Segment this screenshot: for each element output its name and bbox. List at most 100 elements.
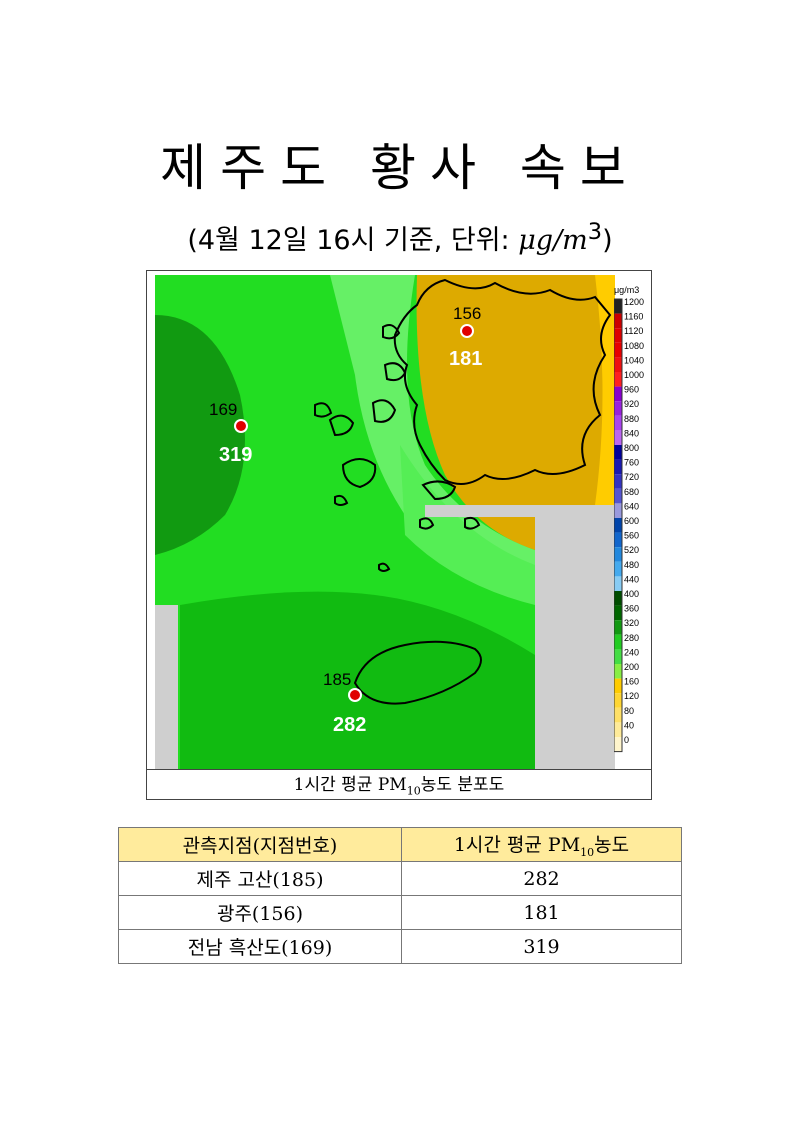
map-island-11 (378, 562, 391, 572)
colorbar-tick-label: 1120 (624, 326, 643, 336)
colorbar-tick-label: 640 (624, 501, 639, 511)
colorbar-tick-label: 600 (624, 516, 639, 526)
caption-prefix: 1시간 평균 PM (293, 775, 407, 795)
station-code-156: 156 (453, 304, 481, 323)
colorbar-tick-label: 1080 (624, 341, 644, 351)
station-table-header-row: 관측지점(지점번호) 1시간 평균 PM10농도 (118, 827, 682, 862)
colorbar-swatch (614, 503, 622, 518)
colorbar-swatch (614, 299, 622, 314)
colorbar-swatch (614, 415, 622, 431)
colorbar-tick-label: 720 (624, 472, 639, 482)
colorbar-swatch (614, 678, 622, 694)
colorbar-legend: μg/m3 1200116011201080104010009609208808… (614, 285, 644, 753)
colorbar-swatch (614, 313, 622, 329)
colorbar-tick-label: 920 (624, 399, 639, 409)
table-row: 전남 흑산도(169) 319 (118, 929, 682, 964)
map-island-3 (371, 399, 397, 423)
map-nodata-west (155, 605, 178, 769)
station-marker-156: 156 181 (449, 304, 482, 370)
map-zone-dark-west (155, 315, 245, 555)
colorbar-swatch (614, 737, 622, 752)
subtitle-unit-sup: 3 (587, 219, 603, 245)
station-name: 제주 고산(185) (118, 861, 402, 896)
map-nodata-strip (425, 505, 535, 517)
header-value-prefix: 1시간 평균 PM (453, 834, 581, 857)
colorbar-swatch (614, 664, 622, 679)
colorbar-swatch (614, 372, 622, 387)
colorbar-swatch (614, 532, 622, 548)
station-marker-185: 185 282 (323, 670, 366, 736)
colorbar-swatch (614, 430, 622, 445)
colorbar-swatch (614, 620, 622, 635)
map-island-2 (328, 414, 355, 437)
colorbar-tick-label: 1160 (624, 312, 643, 322)
map-zone-light-band-2 (400, 445, 535, 605)
station-value-169: 319 (219, 444, 252, 466)
colorbar-swatch (614, 401, 622, 416)
map-island-1 (341, 458, 377, 489)
colorbar-swatch (614, 474, 622, 489)
map-island-5 (314, 402, 333, 418)
station-value-156: 181 (449, 348, 482, 370)
header-value-sub: 10 (580, 845, 595, 859)
pm10-map-figure: 156 181 169 319 185 282 μg/m3 1200 1160 11… (146, 270, 652, 800)
map-zone-orange (416, 275, 615, 550)
page-title: 제주도 황사 속보 (160, 139, 640, 197)
colorbar-tick-label: 200 (624, 662, 639, 672)
caption-suffix: 농도 분포도 (420, 775, 505, 795)
station-name: 전남 흑산도(169) (118, 929, 402, 964)
table-row: 광주(156) 181 (118, 895, 682, 930)
station-dot-169 (234, 419, 248, 433)
colorbar-swatch (614, 445, 622, 460)
colorbar-tick-label: 1000 (624, 370, 644, 380)
map-island-4 (383, 362, 407, 382)
colorbar-swatch (614, 488, 622, 504)
colorbar-swatch (614, 547, 622, 562)
map-zone-light-band (330, 275, 535, 575)
map-coastline-mainland (393, 278, 612, 485)
map-island-6 (421, 480, 457, 501)
colorbar-tick-label: 160 (624, 677, 639, 687)
colorbar-frame (614, 298, 623, 753)
subtitle-unit: μg/m (518, 225, 588, 256)
colorbar-swatch (614, 342, 622, 358)
station-code-169: 169 (209, 400, 237, 419)
colorbar-swatch (614, 518, 622, 533)
station-name: 광주(156) (118, 895, 402, 930)
colorbar-tick-label: 760 (624, 458, 639, 468)
colorbar-unit: μg/m3 (614, 285, 639, 295)
colorbar-tick-label: 440 (624, 574, 639, 584)
colorbar-tick-label: 280 (624, 633, 639, 643)
colorbar-tick-label: 560 (624, 531, 639, 541)
colorbar-tick-label: 800 (624, 443, 639, 453)
map-nodata-east (535, 505, 615, 769)
colorbar-swatch (614, 386, 622, 402)
colorbar-tick-label: 240 (624, 647, 639, 657)
station-value: 319 (401, 929, 682, 964)
station-code-185: 185 (323, 670, 351, 689)
map-island-9 (464, 516, 481, 530)
colorbar-swatch (614, 634, 622, 650)
station-value-185: 282 (333, 714, 366, 736)
page-subtitle: (4월 12일 16시 기준, 단위: μg/m3) (0, 218, 800, 257)
pm10-distribution-map: 156 181 169 319 185 282 (155, 275, 615, 769)
colorbar-swatch (614, 328, 622, 343)
colorbar-tick-label: 320 (624, 618, 639, 628)
colorbar-tick-label: 0 (624, 735, 629, 745)
colorbar-swatch (614, 459, 622, 475)
colorbar-tick-label: 1200 (624, 297, 644, 307)
colorbar-tick-label: 960 (624, 385, 639, 395)
colorbar-tick-label: 80 (624, 706, 634, 716)
header-station: 관측지점(지점번호) (118, 827, 402, 862)
station-table: 관측지점(지점번호) 1시간 평균 PM10농도 제주 고산(185) 282 … (118, 827, 682, 964)
colorbar-swatch (614, 605, 622, 621)
header-value: 1시간 평균 PM10농도 (401, 827, 682, 862)
colorbar-swatch (614, 357, 622, 372)
station-value: 282 (401, 861, 682, 896)
colorbar-swatch (614, 576, 622, 591)
map-zone-dark-south (180, 591, 535, 769)
figure-caption: 1시간 평균 PM10농도 분포도 (147, 769, 651, 800)
map-island-8 (419, 517, 435, 530)
colorbar-tick-label: 40 (624, 720, 634, 730)
colorbar-tick-label: 360 (624, 604, 639, 614)
